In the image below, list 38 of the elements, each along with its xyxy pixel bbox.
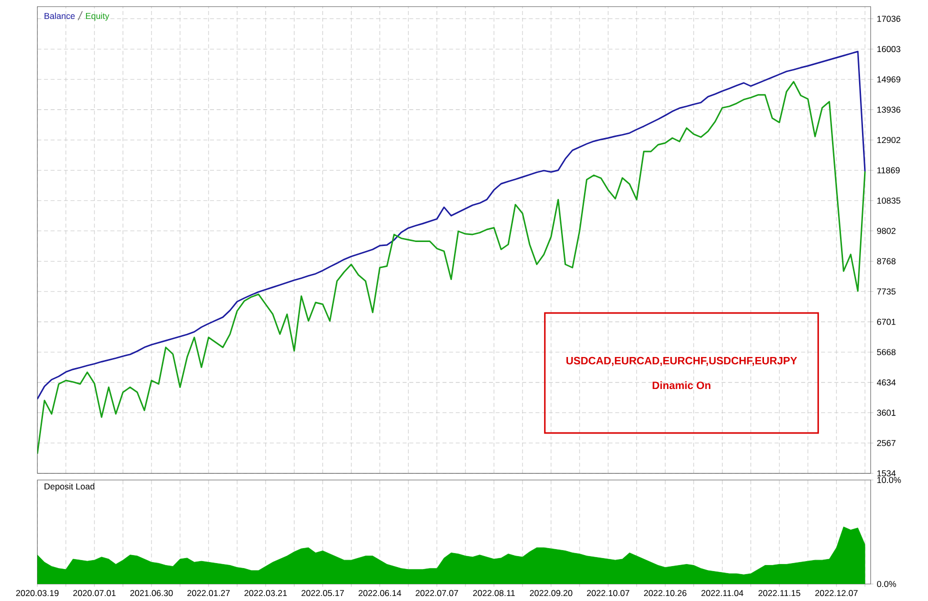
x-tick-label: 2022.10.26 bbox=[644, 590, 686, 596]
x-tick-label: 2020.07.01 bbox=[73, 590, 116, 596]
text: Balance bbox=[44, 12, 75, 20]
y-tick-label: 7735 bbox=[877, 288, 896, 295]
text: Equity bbox=[86, 12, 110, 21]
y-tick-label: 11869 bbox=[877, 167, 900, 174]
y-tick-label: 8768 bbox=[877, 258, 896, 264]
y-tick-label: 4634 bbox=[876, 380, 896, 386]
x-tick-label: 2022.08.11 bbox=[473, 590, 515, 596]
y-tick-label: 1534 bbox=[877, 470, 896, 477]
y-tick-label: 12902 bbox=[877, 137, 900, 144]
chart-title: Deposit Load bbox=[44, 483, 94, 492]
x-tick-label: 2022.11.04 bbox=[701, 590, 744, 596]
y-tick-label: 16003 bbox=[877, 46, 900, 52]
x-tick-label: 2020.03.19 bbox=[16, 590, 59, 596]
x-tick-label: 2022.07.07 bbox=[416, 590, 458, 596]
y-tick-label: 17036 bbox=[877, 16, 900, 22]
x-tick-label: 2022.01.27 bbox=[187, 590, 230, 596]
y-tick-label: 2567 bbox=[877, 440, 896, 446]
x-tick-label: 2022.09.20 bbox=[530, 590, 572, 596]
x-tick-label: 2022.10.07 bbox=[586, 590, 630, 596]
y-tick-label: 5668 bbox=[877, 349, 896, 356]
y-tick-label: 10835 bbox=[877, 198, 900, 204]
y-tick-label: 13936 bbox=[877, 106, 900, 113]
y-tick-label: 6701 bbox=[877, 318, 896, 326]
x-tick-label: 2022.11.15 bbox=[758, 590, 800, 596]
y-tick-label: 3601 bbox=[877, 410, 896, 416]
y-tick-label: 9802 bbox=[877, 228, 896, 234]
x-tick-label: 2022.06.14 bbox=[358, 590, 402, 596]
y-tick-label: 14969 bbox=[877, 76, 900, 83]
x-tick-label: 2022.05.17 bbox=[302, 590, 344, 596]
y-tick-label: 10.0% bbox=[877, 477, 901, 484]
y-tick-label: 0.0% bbox=[877, 581, 896, 588]
x-tick-label: 2022.03.21 bbox=[244, 590, 287, 596]
annotation: Dinamic On bbox=[652, 382, 710, 390]
x-tick-label: 2021.06.30 bbox=[130, 590, 173, 596]
x-tick-label: 2022.12.07 bbox=[815, 590, 858, 596]
annotation: USDCAD,EURCAD,EURCHF,USDCHF,EURJPY bbox=[566, 357, 798, 366]
